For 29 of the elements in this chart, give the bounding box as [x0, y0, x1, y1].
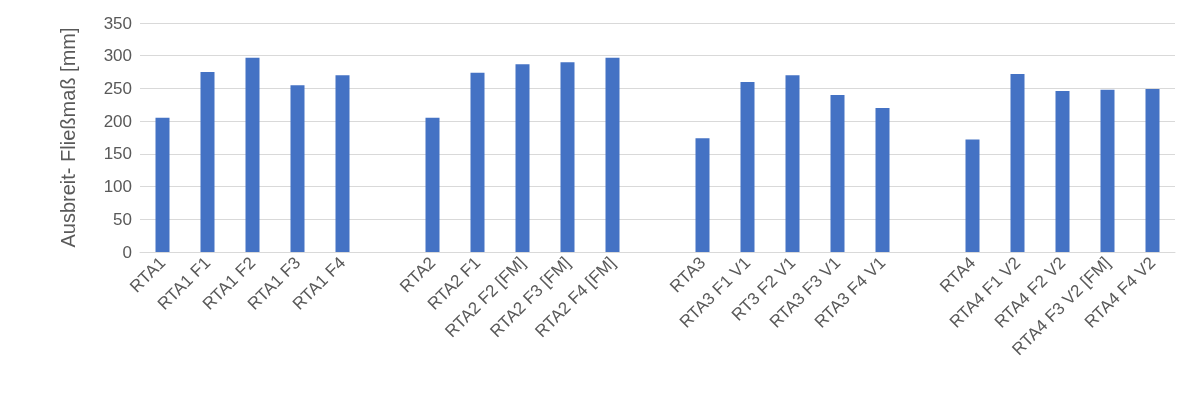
- y-tick-label: 150: [103, 144, 132, 164]
- y-axis-title: Ausbreit- Fließmaß [mm]: [57, 27, 79, 248]
- bar: [470, 72, 485, 252]
- bar: [1145, 89, 1160, 252]
- bar: [740, 81, 755, 252]
- bar: [560, 62, 575, 252]
- y-tick-label: 300: [103, 46, 132, 66]
- bar: [1055, 91, 1070, 252]
- bar: [335, 75, 350, 252]
- bar: [155, 117, 170, 252]
- bar: [245, 57, 260, 252]
- bar: [695, 138, 710, 252]
- y-tick-label: 100: [103, 177, 132, 197]
- bar: [1100, 89, 1115, 252]
- bar: [965, 139, 980, 252]
- y-tick-label: 250: [103, 78, 132, 98]
- y-tick-label: 200: [103, 111, 132, 131]
- bar: [200, 72, 215, 252]
- bar: [1010, 74, 1025, 252]
- y-tick-label: 0: [122, 242, 132, 262]
- bar: [515, 64, 530, 252]
- y-tick-label: 50: [113, 209, 132, 229]
- bar: [875, 108, 890, 252]
- y-tick-label: 350: [103, 13, 132, 33]
- bar: [830, 94, 845, 252]
- bar: [290, 85, 305, 252]
- bar: [605, 57, 620, 252]
- bar: [425, 117, 440, 252]
- bar: [785, 75, 800, 252]
